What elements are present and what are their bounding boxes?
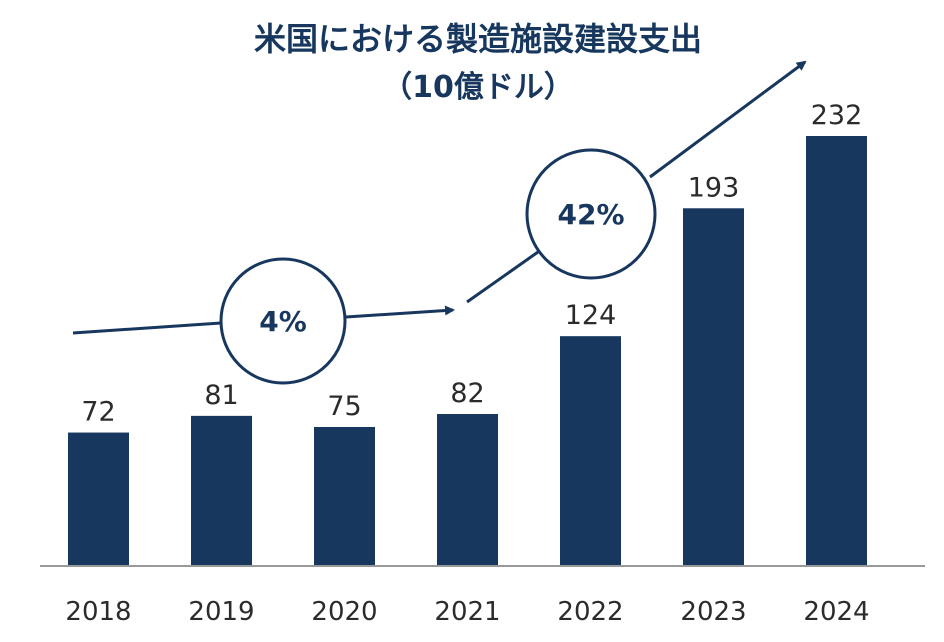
bar-2024 [806, 136, 867, 566]
bar-2020 [314, 426, 375, 566]
value-label-2023: 193 [688, 172, 740, 203]
trend-arrow-1-right [345, 305, 455, 319]
chart-title: 米国における製造施設建設支出 [254, 20, 702, 58]
bars-group [68, 136, 867, 566]
bar-2022 [560, 336, 621, 566]
value-label-2022: 124 [565, 300, 617, 331]
value-label-2020: 75 [327, 391, 361, 422]
x-tick-2022: 2022 [557, 597, 623, 627]
growth-bubble-2 [525, 148, 657, 280]
growth-label-2: 42% [557, 198, 624, 231]
bar-2018 [68, 432, 129, 566]
x-tick-2023: 2023 [680, 597, 746, 627]
value-label-2024: 232 [811, 100, 863, 131]
value-label-2019: 81 [204, 380, 238, 411]
x-tick-2018: 2018 [65, 597, 131, 627]
bar-2019 [191, 415, 252, 566]
trend-arrow-1-left [72, 321, 222, 335]
value-label-2021: 82 [450, 378, 484, 409]
bar-2021 [437, 414, 498, 566]
x-tick-labels-group: 2018 2019 2020 2021 2022 2023 2024 [65, 597, 869, 627]
value-labels-group: 72 81 75 82 124 193 232 [81, 100, 862, 428]
trend-arrow-2-left [466, 250, 539, 304]
x-tick-2020: 2020 [311, 597, 377, 627]
x-tick-2021: 2021 [434, 597, 500, 627]
value-label-2018: 72 [81, 397, 115, 428]
x-tick-2019: 2019 [188, 597, 254, 627]
bar-2023 [683, 208, 744, 566]
chart-subtitle: （10億ドル） [382, 70, 574, 105]
x-tick-2024: 2024 [803, 597, 869, 627]
growth-bubble-1 [219, 257, 347, 385]
trend-arrow-2-right [649, 60, 807, 179]
growth-label-1: 4% [259, 305, 307, 338]
